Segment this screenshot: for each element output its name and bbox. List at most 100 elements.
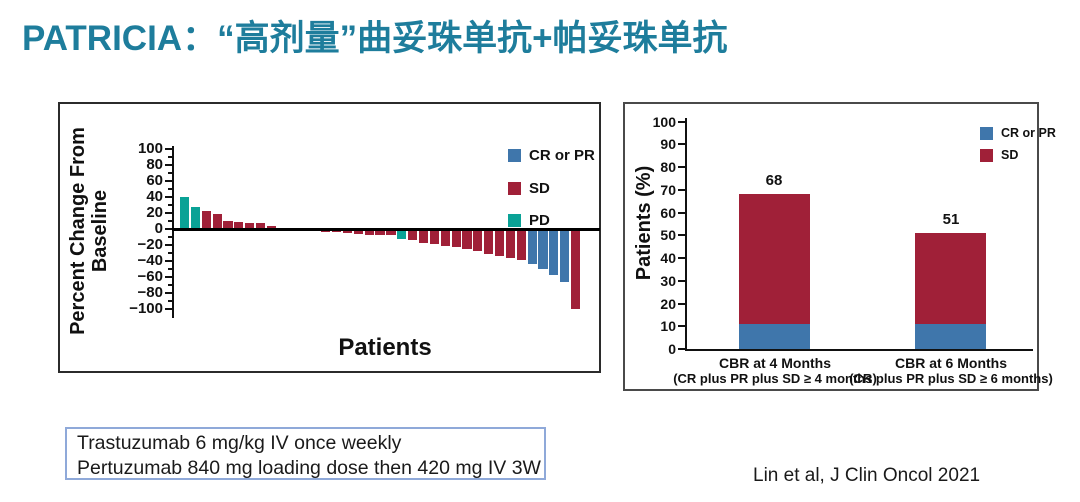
- waterfall-zero-line: [172, 228, 600, 231]
- cbr-y-tick-label: 100: [652, 113, 676, 130]
- waterfall-y-tick: [165, 228, 172, 230]
- cbr-x-axis-line: [685, 349, 1033, 351]
- cbr-y-tick: [678, 211, 685, 214]
- waterfall-x-axis-label: Patients: [338, 334, 432, 361]
- waterfall-bar: [570, 229, 581, 309]
- cbr-bar-segment: [739, 323, 810, 349]
- sd-legend-label: SD: [1001, 148, 1019, 162]
- cbr-bar-segment: [915, 233, 986, 324]
- waterfall-bar: [223, 221, 233, 229]
- dosing-regimen-box: Trastuzumab 6 mg/kg IV once weekly Pertu…: [65, 427, 546, 480]
- waterfall-bar: [538, 229, 548, 269]
- cbr-y-tick: [678, 325, 685, 328]
- waterfall-bar: [266, 225, 277, 229]
- cbr-bar-segment: [915, 323, 986, 349]
- waterfall-legend-item-crpr: CR or PR: [508, 147, 595, 164]
- waterfall-y-tick-label: 100: [137, 140, 163, 157]
- cbr-y-tick: [678, 143, 685, 146]
- waterfall-y-tick-label: −20: [137, 236, 163, 253]
- dosing-line-pertuzumab: Pertuzumab 840 mg loading dose then 420 …: [77, 457, 541, 479]
- waterfall-y-tick: [165, 164, 172, 166]
- waterfall-y-minor-tick: [168, 188, 172, 190]
- waterfall-y-tick-label: −40: [137, 252, 163, 269]
- waterfall-y-tick-label: 40: [146, 188, 163, 205]
- waterfall-bar: [245, 222, 255, 229]
- cbr-y-tick-label: 80: [660, 159, 676, 176]
- waterfall-y-tick-label: −80: [137, 284, 163, 301]
- waterfall-bar: [234, 221, 244, 229]
- waterfall-y-axis-label: Percent Change From Baseline: [67, 91, 113, 371]
- cbr-y-tick-label: 60: [660, 204, 676, 221]
- cbr-y-tick-label: 20: [660, 295, 676, 312]
- waterfall-y-tick-label: 80: [146, 156, 163, 173]
- waterfall-bar: [201, 210, 211, 229]
- sd-legend-swatch: [508, 182, 521, 195]
- cbr-6mo-category-label: CBR at 6 Months: [895, 355, 1007, 371]
- pd-legend-swatch: [508, 214, 521, 227]
- waterfall-bar: [473, 229, 483, 252]
- waterfall-y-tick-label: 60: [146, 172, 163, 189]
- waterfall-y-tick-label: −60: [137, 268, 163, 285]
- crpr-legend-swatch: [980, 126, 993, 140]
- waterfall-y-minor-tick: [168, 300, 172, 302]
- waterfall-y-minor-tick: [168, 236, 172, 238]
- waterfall-y-tick: [165, 276, 172, 278]
- cbr-y-tick: [678, 302, 685, 305]
- waterfall-bar: [418, 229, 429, 243]
- waterfall-bar: [494, 229, 505, 257]
- waterfall-bar: [560, 229, 570, 282]
- cbr-chart-panel: Patients (%) 0 10 20 30 40 50 60 70 80 90 100 68 5…: [623, 102, 1056, 391]
- waterfall-legend-item-pd: PD: [508, 212, 550, 229]
- waterfall-chart-panel: Percent Change From Baseline 100 80 60 40 20…: [58, 102, 601, 373]
- citation-text: Lin et al, J Clin Oncol 2021: [753, 465, 981, 486]
- waterfall-y-tick: [165, 260, 172, 262]
- waterfall-y-minor-tick: [168, 172, 172, 174]
- waterfall-bar: [353, 229, 363, 234]
- waterfall-y-tick: [165, 180, 172, 182]
- waterfall-y-minor-tick: [168, 284, 172, 286]
- waterfall-y-tick-label: 0: [154, 220, 163, 237]
- waterfall-bar: [321, 229, 331, 233]
- waterfall-y-minor-tick: [168, 204, 172, 206]
- waterfall-bar: [408, 229, 418, 241]
- waterfall-y-minor-tick: [168, 156, 172, 158]
- sd-legend-label: SD: [529, 180, 550, 197]
- waterfall-bar: [462, 229, 472, 249]
- waterfall-y-axis-label-line2: Baseline: [89, 189, 111, 273]
- cbr-y-tick: [678, 348, 685, 350]
- waterfall-y-tick: [165, 196, 172, 198]
- cbr-y-tick: [678, 257, 685, 260]
- waterfall-bar: [190, 207, 201, 229]
- waterfall-bar: [256, 222, 266, 229]
- waterfall-y-tick: [165, 292, 172, 294]
- cbr-bar-segment: [739, 194, 810, 324]
- crpr-legend-swatch: [508, 149, 521, 162]
- waterfall-y-axis-line: [172, 146, 174, 318]
- waterfall-bar: [516, 229, 526, 261]
- cbr-y-tick: [678, 188, 685, 191]
- waterfall-bar: [375, 229, 385, 235]
- cbr-y-tick-label: 30: [660, 272, 676, 289]
- sd-legend-swatch: [980, 148, 993, 162]
- cbr-y-tick-label: 70: [660, 181, 676, 198]
- waterfall-bar: [505, 229, 515, 258]
- cbr-4mo-category-sublabel: (CR plus PR plus SD ≥ 4 months): [673, 371, 877, 386]
- cbr-y-tick-label: 50: [660, 227, 676, 244]
- slide-title: PATRICIA：“高剂量”曲妥珠单抗+帕妥珠单抗: [22, 19, 728, 58]
- cbr-y-tick: [678, 279, 685, 282]
- cbr-6mo-category-sublabel: (CR plus PR plus SD ≥ 6 months): [849, 371, 1053, 386]
- waterfall-bar: [386, 229, 396, 236]
- dosing-line-trastuzumab: Trastuzumab 6 mg/kg IV once weekly: [77, 432, 402, 454]
- waterfall-bar: [364, 229, 374, 235]
- waterfall-legend-item-sd: SD: [508, 180, 550, 197]
- cbr-y-tick: [678, 234, 685, 237]
- cbr-y-tick: [678, 120, 685, 123]
- waterfall-bar: [549, 229, 559, 275]
- waterfall-bar: [332, 229, 342, 233]
- waterfall-y-minor-tick: [168, 268, 172, 270]
- waterfall-y-tick: [165, 308, 172, 310]
- cbr-y-axis-line: [685, 118, 687, 351]
- cbr-y-tick: [678, 166, 685, 169]
- waterfall-bar: [397, 229, 407, 239]
- waterfall-y-tick: [165, 244, 172, 246]
